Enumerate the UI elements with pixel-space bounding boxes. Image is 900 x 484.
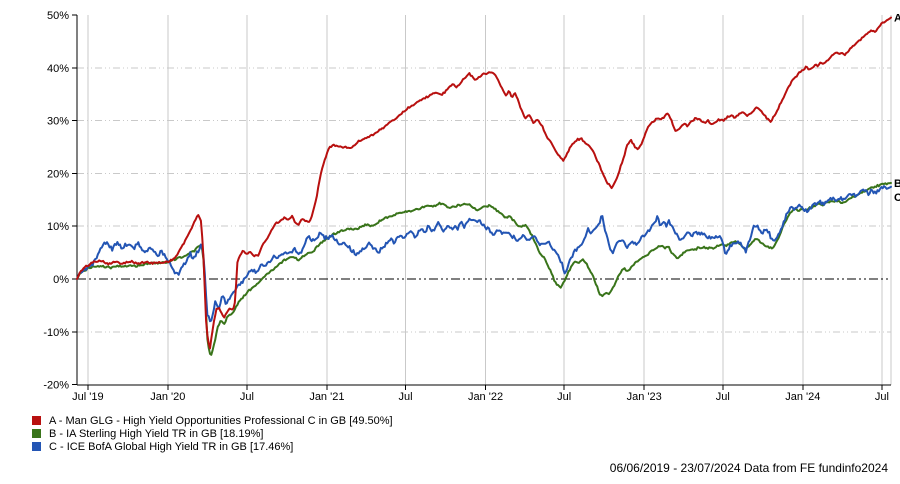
legend-item-a: A - Man GLG - High Yield Opportunities P… [32, 414, 393, 427]
series-b-swatch [32, 429, 41, 438]
y-tick-label: 20% [47, 168, 69, 180]
series-b-line [76, 182, 892, 356]
legend: A - Man GLG - High Yield Opportunities P… [32, 414, 393, 453]
y-tick-label: 0% [53, 274, 69, 286]
series-a-line [76, 16, 892, 350]
y-tick-label: 50% [47, 10, 69, 22]
legend-item-c: C - ICE BofA Global High Yield TR in GB … [32, 440, 393, 453]
series-c-swatch [32, 442, 41, 451]
x-tick-label: Jan '24 [785, 391, 820, 403]
x-tick-label: Jul [399, 391, 413, 403]
series-a-label: A - Man GLG - High Yield Opportunities P… [49, 414, 393, 427]
y-tick-label: 10% [47, 221, 69, 233]
y-tick-label: 40% [47, 63, 69, 75]
legend-item-b: B - IA Sterling High Yield TR in GB [18.… [32, 427, 393, 440]
x-tick-label: Jan '21 [309, 391, 344, 403]
x-tick-label: Jul [240, 391, 254, 403]
series-b-label: B - IA Sterling High Yield TR in GB [18.… [49, 427, 264, 440]
series-a-end-label: A [894, 13, 900, 25]
series-a-swatch [32, 416, 41, 425]
series-c-label: C - ICE BofA Global High Yield TR in GB … [49, 440, 294, 453]
x-tick-label: Jul '19 [72, 391, 103, 403]
x-tick-label: Jan '20 [150, 391, 185, 403]
y-tick-label: 30% [47, 116, 69, 128]
x-tick-label: Jul [557, 391, 571, 403]
y-tick-label: -10% [43, 327, 69, 339]
x-tick-label: Jul [875, 391, 889, 403]
performance-plot-svg: Jul '19 Jan '20 Jul Jan '21 Jul Jan '22 Jul Jan… [43, 10, 900, 403]
series-b-end-label: B [894, 178, 900, 190]
y-tick-label: -20% [43, 380, 69, 392]
date-range-footer: 06/06/2019 - 23/07/2024 Data from FE fun… [609, 461, 888, 475]
x-tick-label: Jan '23 [627, 391, 662, 403]
series-c-line [76, 185, 892, 323]
x-tick-label: Jan '22 [468, 391, 503, 403]
x-tick-label: Jul [716, 391, 730, 403]
series-c-end-label: C [894, 192, 900, 204]
